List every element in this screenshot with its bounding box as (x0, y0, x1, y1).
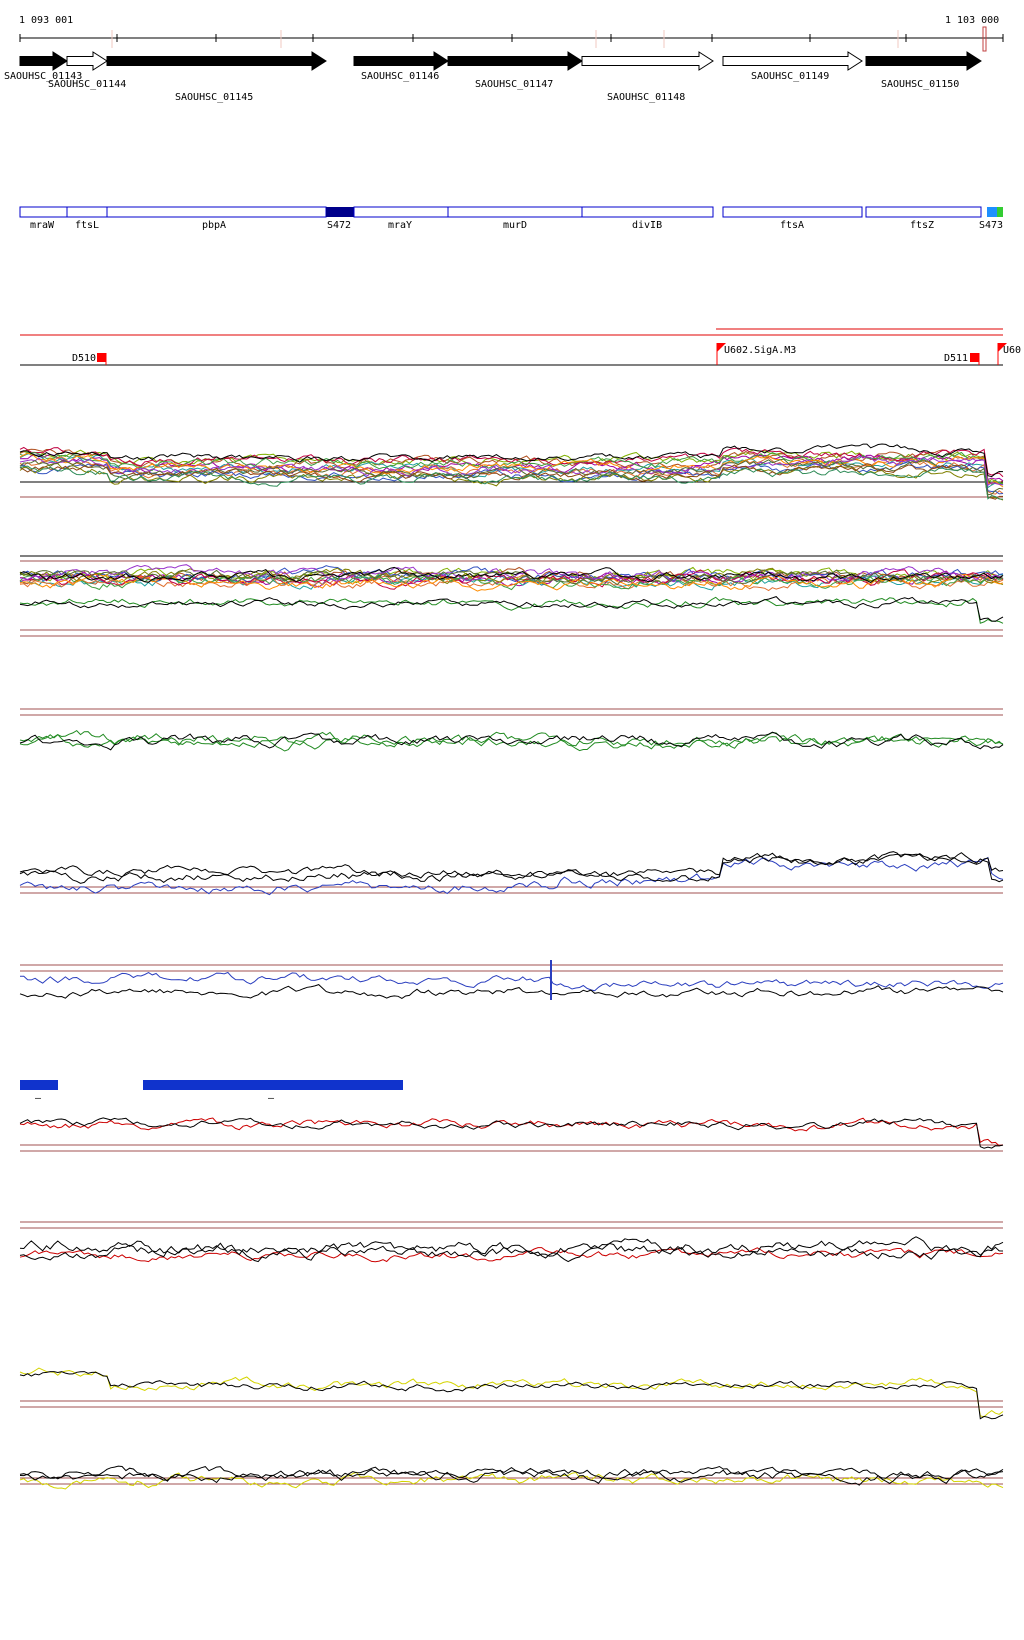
promoter-label: D510 (72, 353, 96, 364)
promoter-label: D511 (944, 353, 968, 364)
gene-box-label: mraW (30, 220, 55, 231)
ruler-start-label: 1 093 001 (19, 15, 73, 26)
profile-line (19, 465, 1004, 500)
gene-arrow-label: SAOUHSC_01150 (881, 79, 959, 90)
profile-line (19, 448, 1004, 485)
profile-line (19, 852, 1004, 879)
profile-line (19, 596, 1004, 624)
gene-arrow-label: SAOUHSC_01143 (4, 71, 82, 82)
profile-line (19, 1236, 1004, 1258)
gene-box[interactable] (722, 206, 863, 218)
gene-box-label: ftsZ (910, 220, 934, 231)
gene-arrow[interactable] (447, 51, 583, 71)
profile-line (19, 729, 1004, 752)
gene-arrow[interactable] (722, 51, 863, 71)
gene-box-track: mraW ftsL pbpA S472 mraY murD divIB ftsA ftsZ S47… (19, 206, 1003, 231)
gene-box-label: divIB (632, 220, 662, 231)
promoter-track: D510 U602.SigA.M3 D511 U60 (20, 328, 1021, 366)
profile-line (19, 1117, 1004, 1147)
block-label: – (268, 1093, 275, 1104)
gene-box-label: S472 (327, 220, 351, 231)
gene-arrow-label: SAOUHSC_01146 (361, 71, 439, 82)
block-bar[interactable] (20, 1080, 58, 1090)
segment-box[interactable] (326, 207, 354, 217)
profile-line (19, 732, 1004, 752)
gene-arrow[interactable] (66, 51, 108, 71)
block-label: – (35, 1093, 42, 1104)
gene-box-label: ftsA (780, 220, 804, 231)
gene-arrow[interactable] (865, 51, 982, 71)
gene-arrow[interactable] (19, 51, 68, 71)
gene-arrow-label: SAOUHSC_01149 (751, 71, 829, 82)
gene-box[interactable] (19, 206, 68, 218)
gene-box-label: pbpA (202, 220, 226, 231)
profile-line (19, 564, 1004, 583)
gene-box[interactable] (353, 206, 449, 218)
flag-icon[interactable] (998, 343, 1007, 352)
gene-box-label: mraY (388, 220, 412, 231)
gene-box-label: ftsL (75, 220, 99, 231)
profile-line (19, 572, 1004, 591)
gene-arrow-label: SAOUHSC_01147 (475, 79, 553, 90)
gene-arrow-label: SAOUHSC_01144 (48, 79, 126, 90)
profile-line (19, 452, 1004, 488)
gene-box[interactable] (865, 206, 982, 218)
profile-line (19, 1371, 1004, 1420)
profile-line (19, 731, 1004, 751)
gene-box[interactable] (106, 206, 327, 218)
profile-line (19, 566, 1004, 585)
gene-box[interactable] (447, 206, 583, 218)
flag-icon[interactable] (717, 343, 726, 352)
blue-block-track: – – (20, 1080, 403, 1104)
gene-box-label: murD (503, 220, 527, 231)
gene-arrow-label: SAOUHSC_01148 (607, 92, 685, 103)
promoter-label: U60 (1003, 345, 1021, 356)
gene-box[interactable] (66, 206, 108, 218)
profile-line (20, 971, 1004, 992)
gene-arrow[interactable] (106, 51, 327, 71)
expression-tracks (19, 443, 1004, 1490)
profile-line (19, 984, 1004, 999)
profile-line (19, 596, 1004, 622)
gene-arrow[interactable] (581, 51, 714, 71)
profile-line (19, 1465, 1004, 1481)
block-bar[interactable] (143, 1080, 403, 1090)
segment-box[interactable] (997, 207, 1003, 217)
gene-arrow-label: SAOUHSC_01145 (175, 92, 253, 103)
position-marker (982, 26, 987, 52)
ruler-end-label: 1 103 000 (945, 15, 999, 26)
profile-line (19, 573, 1004, 592)
promoter-label: U602.SigA.M3 (724, 345, 796, 356)
gene-box[interactable] (581, 206, 714, 218)
profile-line (19, 566, 1004, 584)
segment-box[interactable] (987, 207, 997, 217)
coordinate-ruler: 1 093 001 1 103 000 (19, 15, 1004, 52)
gene-arrow[interactable] (353, 51, 449, 71)
profile-line (19, 574, 1004, 592)
profile-line (19, 565, 1004, 584)
profile-line (19, 851, 1004, 884)
gene-box-label: S473 (979, 220, 1003, 231)
profile-line (19, 1242, 1004, 1263)
flag-icon[interactable] (97, 353, 106, 362)
profile-line (19, 856, 1004, 896)
flag-icon[interactable] (970, 353, 979, 362)
profile-line (19, 1117, 1004, 1149)
profile-line (19, 1367, 1004, 1418)
profile-line (19, 443, 1004, 478)
